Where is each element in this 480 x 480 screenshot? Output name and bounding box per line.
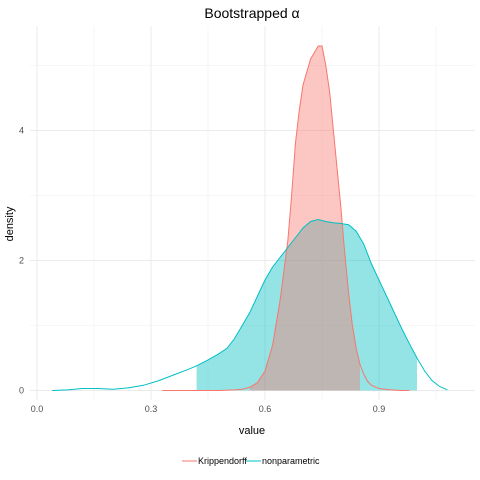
chart-title: Bootstrapped α [204,5,299,21]
legend: Krippendorff nonparametric [182,456,320,466]
x-tick-label: 0.9 [373,404,386,414]
x-tick-label: 0.3 [145,404,158,414]
legend-item-krippendorff: Krippendorff [182,456,247,466]
y-tick-label: 4 [19,126,24,136]
x-axis-title: value [239,425,265,437]
y-tick-labels: 0 2 4 [19,126,24,396]
y-tick-label: 2 [19,256,24,266]
interval-fills [196,46,417,391]
interval-fill-krippendorff [249,46,360,391]
x-tick-labels: 0.0 0.3 0.6 0.9 [31,404,386,414]
legend-item-nonparametric: nonparametric [246,456,320,466]
density-line-krippendorff [162,45,410,391]
legend-label: Krippendorff [198,456,247,466]
x-tick-label: 0.0 [31,404,44,414]
legend-label: nonparametric [262,456,320,466]
interval-fill-nonparametric [196,219,417,391]
y-tick-label: 0 [19,386,24,396]
density-line-nonparametric [52,219,448,391]
density-curves [52,45,448,391]
x-tick-label: 0.6 [259,404,272,414]
grid-lines [30,26,475,400]
y-axis-title: density [4,206,16,241]
